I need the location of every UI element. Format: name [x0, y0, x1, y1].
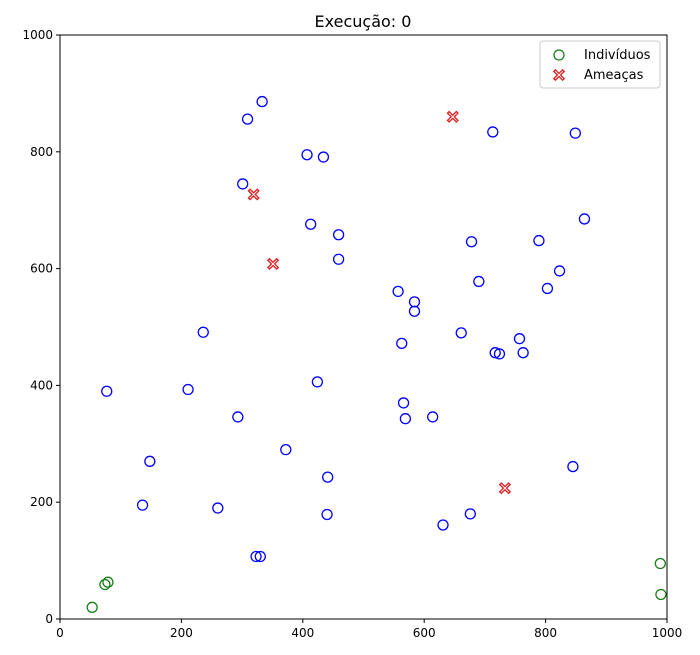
- point-marker: [517, 347, 529, 359]
- plot-area: [59, 34, 668, 620]
- point-marker: [533, 234, 545, 247]
- threat-marker: [446, 110, 459, 123]
- point-marker: [212, 502, 224, 514]
- point-marker: [408, 305, 421, 317]
- chart-title: Execução: 0: [315, 12, 412, 31]
- point-marker: [332, 229, 345, 241]
- point-marker: [569, 127, 581, 139]
- legend-box: [539, 40, 661, 89]
- point-marker: [241, 113, 254, 125]
- individual-marker: [655, 588, 667, 601]
- y-tick-label: 800: [30, 145, 53, 159]
- point-marker: [301, 149, 313, 161]
- point-marker: [182, 383, 194, 396]
- x-tick-label: 400: [291, 626, 314, 640]
- point-marker: [250, 550, 262, 563]
- threat-marker: [247, 188, 260, 201]
- y-tick-label: 1000: [22, 28, 53, 42]
- point-marker: [144, 455, 156, 467]
- legend-individuos-label: Indivíduos: [584, 48, 651, 63]
- point-marker: [237, 178, 249, 190]
- x-tick-label: 1000: [652, 626, 683, 640]
- point-marker: [567, 460, 579, 473]
- x-tick-label: 800: [534, 626, 557, 640]
- point-marker: [311, 376, 324, 388]
- y-tick-label: 400: [30, 378, 53, 392]
- point-marker: [437, 519, 449, 531]
- x-tick-label: 200: [170, 626, 193, 640]
- point-marker: [473, 275, 485, 288]
- point-marker: [578, 213, 591, 225]
- point-marker: [322, 471, 334, 483]
- point-marker: [256, 95, 268, 108]
- point-marker: [399, 413, 412, 425]
- point-marker: [392, 285, 404, 298]
- point-marker: [427, 411, 439, 423]
- point-marker: [197, 326, 209, 338]
- legend-x-shape: [552, 68, 566, 82]
- y-tick-label: 0: [45, 612, 53, 626]
- threat-marker: [498, 482, 512, 495]
- point-marker: [396, 337, 408, 350]
- individual-marker: [102, 576, 114, 588]
- point-marker: [541, 282, 554, 295]
- x-tick-label: 0: [56, 626, 64, 640]
- legend-ameacas-marker: [552, 68, 566, 82]
- point-marker: [408, 296, 421, 308]
- legend-individuos-marker: [553, 49, 565, 61]
- point-marker: [487, 126, 499, 138]
- point-marker: [397, 397, 410, 409]
- point-marker: [455, 327, 467, 339]
- point-marker: [332, 253, 345, 265]
- individual-marker: [654, 557, 666, 570]
- point-marker: [465, 236, 478, 248]
- point-marker: [305, 218, 317, 230]
- individual-marker: [99, 578, 111, 591]
- threat-marker: [266, 257, 280, 271]
- legend: Indivíduos Ameaças: [539, 40, 661, 89]
- point-marker: [493, 348, 506, 360]
- point-marker: [254, 550, 266, 563]
- individual-marker: [86, 601, 98, 613]
- point-marker: [553, 265, 566, 277]
- data-markers: [86, 42, 667, 613]
- point-marker: [101, 385, 113, 397]
- x-tick-label: 600: [413, 626, 436, 640]
- point-marker: [321, 508, 333, 521]
- point-marker: [232, 411, 244, 423]
- point-marker: [317, 151, 330, 163]
- point-marker: [136, 499, 149, 511]
- legend-ameacas-label: Ameaças: [584, 68, 644, 83]
- point-marker: [280, 443, 292, 456]
- point-marker: [464, 508, 476, 520]
- y-tick-label: 600: [30, 262, 53, 276]
- axes: 0 200 400 600 800 1000 0 200 400 600 800 1000: [22, 28, 682, 640]
- y-tick-label: 200: [30, 495, 53, 509]
- point-marker: [489, 347, 501, 359]
- point-marker: [513, 333, 526, 345]
